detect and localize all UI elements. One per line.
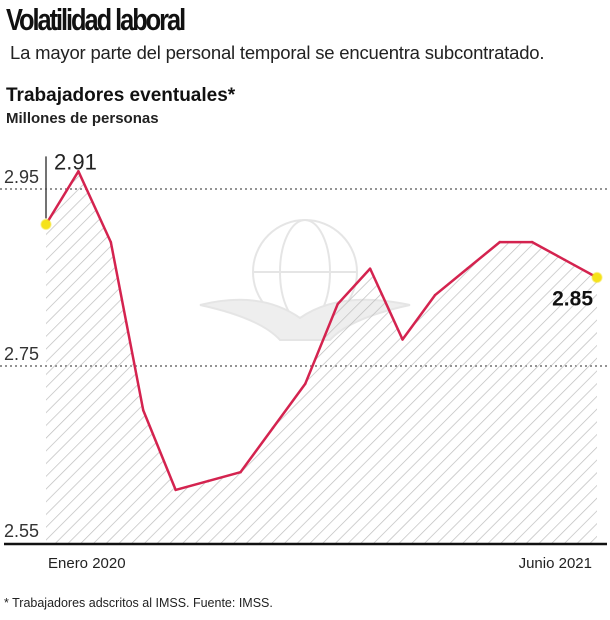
series-area [46, 171, 597, 544]
data-point-2020-05 [174, 488, 178, 492]
series-line-segment [206, 470, 242, 483]
data-point-2021-04 [530, 240, 534, 244]
y-tick-label: 2.75 [4, 344, 39, 364]
page-title: Volatilidad laboral [6, 2, 186, 37]
series-line-segment [336, 267, 372, 306]
footnote: * Trabajadores adscritos al IMSS. Fuente… [4, 596, 273, 610]
data-point-2021-05 [563, 258, 567, 262]
series-line-segment [433, 267, 469, 297]
series-line-segment [304, 302, 339, 385]
series-line-segment [530, 240, 566, 262]
data-point-2021-03 [498, 240, 502, 244]
series-line-segment [77, 170, 113, 244]
series-line-segment [466, 240, 502, 270]
data-point-2020-07 [238, 470, 242, 474]
chart-units: Millones de personas [6, 110, 159, 127]
y-tick-label: 2.95 [4, 167, 39, 187]
data-point-2021-02 [465, 267, 469, 271]
data-point-2020-01 [40, 218, 52, 231]
annotation-end-value: 2.85 [552, 288, 593, 311]
data-point-2020-06 [206, 479, 210, 483]
data-point-2020-09 [303, 382, 307, 386]
x-tick-label: Junio 2021 [519, 555, 592, 572]
series-line-segment [563, 258, 599, 279]
series-line-segment [368, 267, 404, 341]
x-tick-label: Enero 2020 [48, 555, 126, 572]
series-line-segment [174, 479, 210, 492]
data-point-2020-10 [336, 302, 340, 306]
data-point-2020-04 [141, 408, 145, 412]
data-point-2021-01 [433, 293, 437, 297]
y-tick-label: 2.55 [4, 521, 39, 541]
data-point-2021-06 [591, 271, 603, 284]
data-point-2020-11 [368, 267, 372, 271]
series-line-segment [44, 170, 80, 226]
series-line-segment [271, 382, 307, 430]
data-point-2020-08 [271, 426, 275, 430]
series-line-segment [401, 293, 437, 341]
annotation-start-value: 2.91 [54, 149, 97, 174]
data-point-2020-12 [401, 337, 405, 341]
data-point-2020-03 [109, 240, 113, 244]
series-line-segment [141, 409, 177, 492]
chart-title: Trabajadores eventuales* [6, 85, 236, 106]
page-subtitle: La mayor parte del personal temporal se … [10, 42, 545, 63]
series-line-segment [239, 426, 275, 474]
series-line-segment [109, 240, 145, 412]
